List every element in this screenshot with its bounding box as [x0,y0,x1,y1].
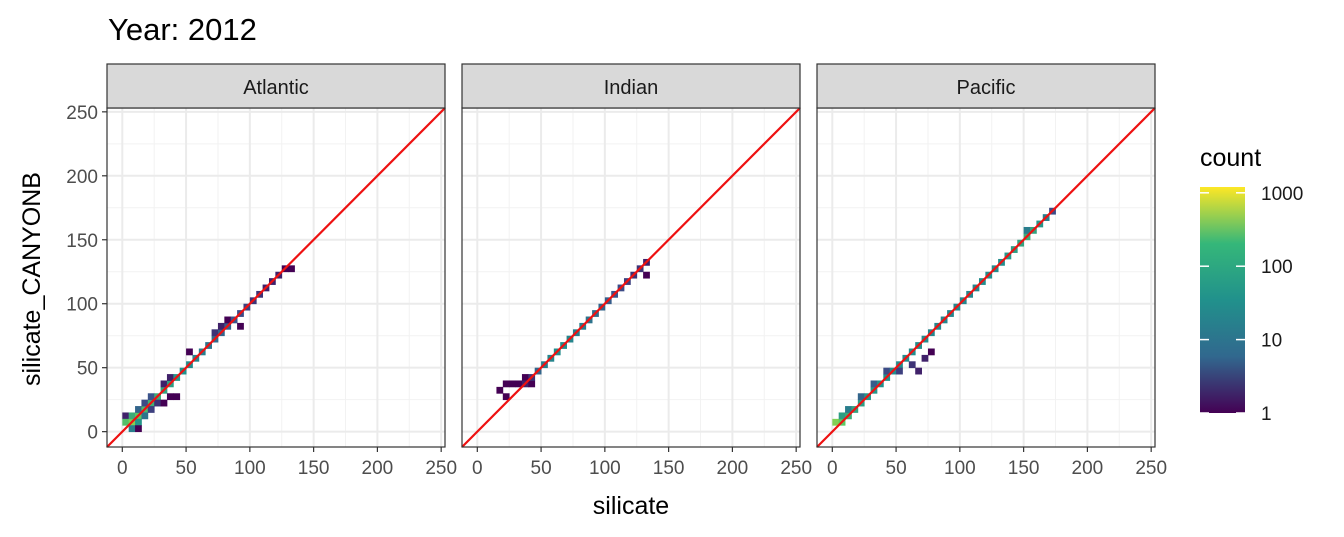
reference-line [816,107,1156,448]
strip-label: Indian [604,77,659,99]
panel-indian: Indian 0 50 100 150 200 250 [461,63,812,479]
heatmap-cell [883,367,891,375]
heatmap-cell [224,316,232,324]
heatmap-cell [135,418,142,426]
y-tick-label: 100 [66,295,98,316]
x-tick-label: 150 [653,458,685,479]
heatmap-cell [160,380,168,388]
legend-colorbar [1200,187,1245,413]
y-tick-label: 150 [66,231,98,252]
x-tick-label: 250 [780,458,812,479]
heatmap-cell [502,393,510,401]
heatmap-cell [927,348,935,356]
x-tick-label: 200 [362,458,394,479]
heatmap-cell [128,425,136,433]
heatmap-cell [496,386,504,394]
heatmap-cell [921,354,929,362]
heatmap-cell [502,380,510,388]
x-tick-label: 100 [234,458,266,479]
legend-tick-label: 1000 [1261,184,1303,205]
strip-label: Atlantic [243,77,309,99]
heatmap-cell [288,265,295,273]
x-tick-label: 100 [944,458,976,479]
strip-background [816,63,1156,109]
strip-label: Pacific [957,77,1016,99]
legend-tick-label: 1 [1261,404,1272,425]
chart-title: Year: 2012 [108,12,257,47]
heatmap-cell [166,374,174,381]
x-tick-label: 0 [827,458,838,479]
heatmap-cell [141,399,149,407]
legend-title: count [1200,144,1261,172]
heatmap-cell [832,418,840,426]
heatmap-cell [857,393,865,401]
heatmap-cell [237,322,244,330]
heatmap-cell [870,380,878,388]
heatmap-cell [1023,226,1031,234]
x-tick-label: 50 [176,458,197,479]
y-tick-label: 200 [66,167,98,188]
heatmap-cell [217,322,225,330]
heatmap-cell [845,406,852,413]
heatmap-cell [838,412,846,420]
x-tick-label: 250 [425,458,457,479]
heatmap-cell [173,393,181,401]
x-tick-label: 100 [589,458,621,479]
legend-ticks: 1 10 100 1000 [1200,184,1303,425]
heatmap-cell [147,406,155,413]
y-tick-label: 0 [87,423,98,444]
x-tick-label: 200 [1072,458,1104,479]
x-tick-label: 0 [472,458,483,479]
legend: count 1 10 100 1000 [1200,144,1303,425]
heatmap-cell [643,271,650,279]
heatmap-cell [147,393,155,401]
x-tick-label: 200 [717,458,749,479]
x-tick-label: 150 [1008,458,1040,479]
y-tick-label: 250 [66,103,98,124]
heatmap-cell [186,348,193,356]
heatmap-cell [128,412,136,420]
heatmap-cell [915,367,922,375]
heatmap-cell [896,367,903,375]
heatmap-cell [135,406,142,413]
heatmap-cell [122,412,130,420]
strip-background [461,63,801,109]
heatmap-cell [211,329,219,337]
heatmap-cell [521,374,529,381]
heatmap-cell [515,380,523,388]
x-tick-label: 50 [886,458,907,479]
x-axis-label: silicate [593,492,669,520]
heatmap-cell [122,418,130,426]
heatmap-cell [160,399,168,407]
x-tick-label: 150 [298,458,330,479]
y-tick-label: 50 [77,359,98,380]
panel-pacific: Pacific 0 50 100 150 200 250 [816,63,1167,479]
reference-line [106,107,446,448]
strip-background [106,63,446,109]
heatmap-cell [509,380,516,388]
panel-atlantic: Atlantic 0 50 100 150 200 250 0 50 100 150 200 250 [66,63,457,479]
y-axis-label: silicate_CANYONB [18,172,46,386]
heatmap-cell [135,425,142,433]
x-tick-label: 50 [531,458,552,479]
reference-line [461,107,801,448]
heatmap-cell [154,399,161,407]
heatmap-cell [166,393,174,401]
heatmap-cell [528,380,536,388]
heatmap-cell [908,361,916,369]
x-tick-label: 0 [117,458,128,479]
legend-tick-label: 100 [1261,257,1293,278]
heatmap-cell [141,412,149,420]
legend-tick-label: 10 [1261,331,1282,352]
x-tick-label: 250 [1135,458,1167,479]
